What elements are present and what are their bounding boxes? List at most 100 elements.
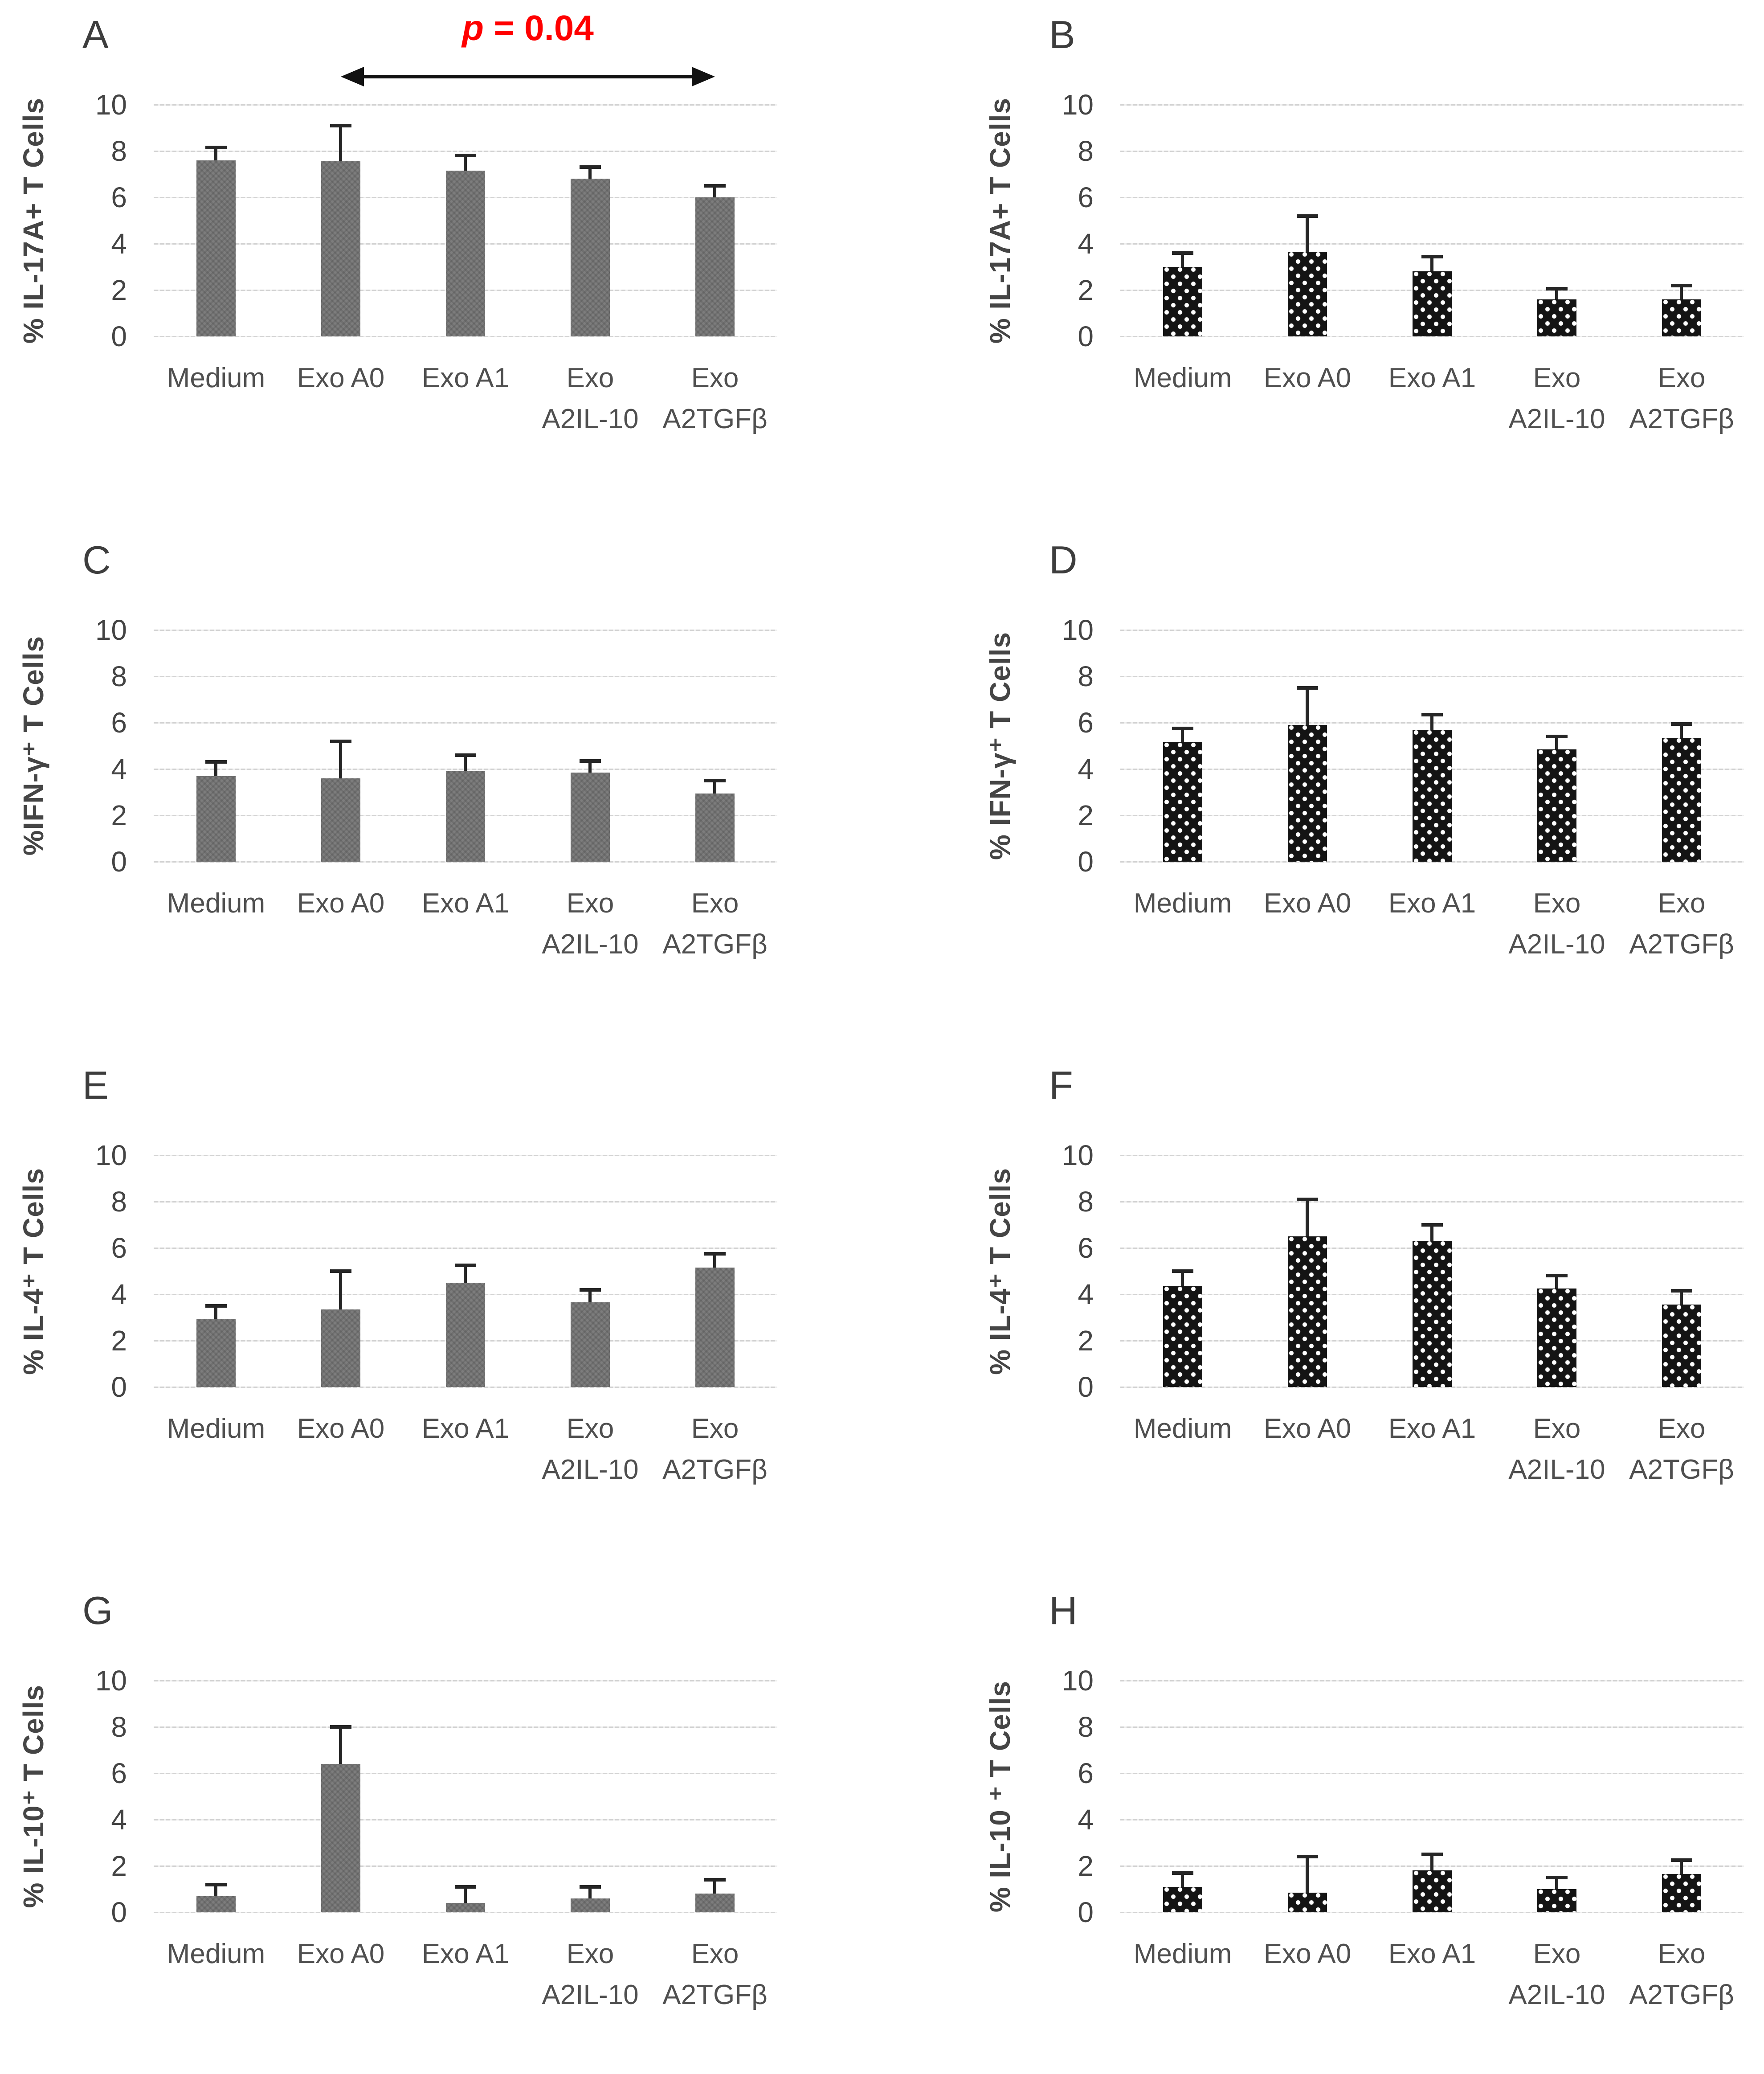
error-bar-stem: [1306, 1199, 1309, 1236]
x-category-label: A2IL-10: [542, 1454, 639, 1485]
bar-slot: [403, 1681, 528, 1912]
x-category-label: A2TGFβ: [662, 929, 768, 960]
x-category-label: A2TGFβ: [662, 404, 768, 434]
bar: [1662, 737, 1701, 862]
y-tick-label: 0: [111, 846, 127, 878]
panel-inner: E% IL-4⁺ T Cells 0 2 4 6 8 10 Medium Exo A0 Exo A…: [0, 1051, 802, 1576]
bar-slot: [154, 630, 278, 862]
y-tick-label: 4: [111, 1804, 127, 1836]
y-tick-label: 2: [1078, 799, 1094, 831]
gridline: [154, 1386, 777, 1388]
gridline: [1120, 243, 1744, 245]
y-tick-label: 8: [1078, 135, 1094, 167]
error-bar-stem: [1306, 1857, 1309, 1893]
bar-slot: [653, 105, 777, 336]
y-tick-label: 0: [111, 1896, 127, 1928]
y-tick-label: 10: [1062, 1665, 1094, 1697]
y-tick-label: 10: [95, 614, 127, 646]
error-bar-cap: [1421, 1223, 1443, 1227]
x-category-label: Exo: [566, 888, 614, 919]
bar: [1662, 299, 1701, 336]
gridline: [154, 1154, 777, 1156]
p-value-label: p = 0.04: [314, 7, 742, 49]
error-bar-stem: [1181, 1271, 1184, 1286]
error-bar-cap: [1671, 1858, 1692, 1862]
y-tick-label: 8: [1078, 1186, 1094, 1218]
y-tick-label: 4: [111, 228, 127, 260]
bar-slot: [528, 1155, 653, 1387]
y-tick-label: 0: [111, 320, 127, 352]
gridline: [154, 1772, 777, 1774]
bar-slot: [278, 105, 403, 336]
panel-c: C %IFN-γ⁺ T Cells 0 2 4 6 8 10 Medium Exo A0 Exo A…: [0, 525, 882, 1051]
gridline: [154, 1201, 777, 1203]
x-category-label: A2IL-10: [542, 929, 639, 960]
arrow-shaft: [354, 75, 702, 78]
gridline: [1120, 150, 1744, 152]
panel-e: E% IL-4⁺ T Cells 0 2 4 6 8 10 Medium Exo A0 Exo A…: [0, 1051, 882, 1576]
y-tick-label: 0: [1078, 320, 1094, 352]
bar: [196, 1318, 236, 1387]
x-category-label: Exo A1: [1388, 1413, 1476, 1444]
y-tick-label: 6: [111, 707, 127, 739]
error-bar-stem: [1306, 216, 1309, 252]
error-bar-cap: [1421, 1853, 1443, 1856]
error-bar-stem: [713, 1880, 716, 1894]
error-bar-cap: [704, 779, 726, 782]
panel-letter: B: [1049, 12, 1075, 57]
y-tick-label: 6: [1078, 1757, 1094, 1789]
x-category-label: Medium: [167, 1939, 265, 1969]
bar-slot: [1494, 1155, 1619, 1387]
bar: [695, 197, 735, 336]
error-bar-stem: [1555, 1878, 1558, 1889]
x-category-label: Exo: [566, 1939, 614, 1969]
bar: [571, 1302, 610, 1387]
panel-letter: D: [1049, 538, 1078, 582]
panel-inner: B % IL-17A+ T Cells 0 2 4 6 8 10 Medium Exo A0 Exo…: [967, 0, 1764, 525]
error-bar-stem: [588, 167, 592, 179]
bar: [1537, 749, 1576, 862]
error-bar-cap: [330, 1269, 351, 1273]
error-bar-stem: [1430, 256, 1433, 272]
bar: [446, 1283, 485, 1387]
x-category-label: Exo A0: [1263, 1939, 1352, 1969]
bar-slot: [278, 1681, 403, 1912]
error-bar-cap: [1172, 727, 1193, 730]
y-tick-label: 4: [1078, 1278, 1094, 1310]
bar-slot: [278, 1155, 403, 1387]
error-bar-stem: [1306, 688, 1309, 725]
x-category-label: A2IL-10: [1508, 929, 1605, 960]
error-bar-stem: [214, 1884, 217, 1896]
error-bar-stem: [464, 755, 467, 772]
error-bar-cap: [1546, 735, 1568, 739]
bar: [1662, 1874, 1701, 1912]
arrow-head-right: [692, 67, 715, 86]
y-tick-label: 6: [111, 1232, 127, 1264]
gridline: [154, 629, 777, 631]
p-value-variable: p: [462, 8, 484, 48]
gridline: [154, 150, 777, 152]
bar: [1288, 1236, 1327, 1387]
bar: [1413, 1241, 1452, 1387]
bar: [321, 778, 360, 862]
panel-letter: C: [82, 538, 111, 582]
panel-letter: E: [82, 1063, 109, 1107]
y-tick-label: 6: [111, 181, 127, 213]
gridline: [154, 1726, 777, 1728]
error-bar-stem: [214, 762, 217, 776]
error-bar-cap: [205, 1882, 227, 1886]
x-category-label: A2IL-10: [542, 1980, 639, 2010]
error-bar-stem: [214, 147, 217, 160]
y-tick-label: 2: [1078, 1325, 1094, 1357]
y-tick-label: 4: [1078, 1804, 1094, 1836]
bar: [695, 793, 735, 862]
x-category-label: Medium: [167, 888, 265, 919]
bar-slot: [1370, 1155, 1494, 1387]
y-tick-label: 8: [111, 660, 127, 692]
error-bar-cap: [580, 1288, 601, 1292]
bar: [1288, 725, 1327, 862]
error-bar-cap: [330, 1725, 351, 1729]
error-bar-stem: [1680, 285, 1683, 299]
error-bar-stem: [1430, 714, 1433, 730]
